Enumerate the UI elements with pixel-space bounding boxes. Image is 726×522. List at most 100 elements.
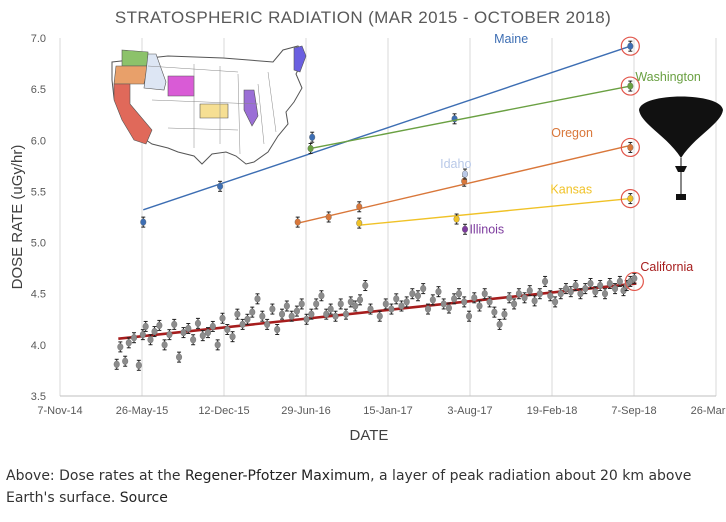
marker <box>180 328 187 337</box>
data-point-maine <box>217 180 224 192</box>
marker <box>547 292 554 300</box>
marker <box>283 302 290 310</box>
x-tick-label: 12-Dec-15 <box>198 405 249 417</box>
marker <box>376 312 383 320</box>
marker <box>352 302 359 310</box>
marker <box>303 315 310 323</box>
data-point-california <box>254 293 261 305</box>
data-point-california <box>501 308 508 320</box>
map-state-wyoming <box>167 75 195 97</box>
chart-area: STRATOSPHERIC RADIATION (MAR 2015 - OCTO… <box>9 8 726 444</box>
highlight-circle-kansas <box>620 188 640 209</box>
map-state-illinois <box>243 89 259 127</box>
data-point-idaho <box>462 168 469 180</box>
marker <box>471 294 478 302</box>
series-label-idaho: Idaho <box>440 157 471 171</box>
data-point-california <box>567 286 574 298</box>
x-tick-label: 7-Nov-14 <box>37 405 82 417</box>
marker <box>294 218 301 226</box>
x-tick-label: 15-Jan-17 <box>363 405 413 417</box>
data-point-california <box>264 318 271 330</box>
marker <box>327 305 334 313</box>
data-point-california <box>616 275 623 287</box>
data-point-california <box>293 305 300 317</box>
marker <box>445 304 452 312</box>
data-point-california <box>631 272 638 284</box>
data-point-california <box>481 288 488 300</box>
data-point-maine <box>451 113 458 125</box>
data-point-oregon <box>356 201 363 213</box>
data-point-california <box>244 313 251 325</box>
marker <box>161 341 168 349</box>
marker <box>199 332 206 340</box>
marker <box>337 300 344 308</box>
data-point-california <box>234 308 241 320</box>
data-point-california <box>171 318 178 330</box>
data-point-california <box>491 306 498 318</box>
series-label-oregon: Oregon <box>551 126 593 140</box>
series-oregon <box>294 141 634 228</box>
data-point-california <box>414 290 421 302</box>
marker <box>501 310 508 318</box>
data-point-california <box>455 288 462 300</box>
data-point-california <box>521 292 528 304</box>
marker <box>476 302 483 310</box>
marker <box>627 143 634 152</box>
y-tick-label: 4.5 <box>31 289 46 301</box>
caption-link[interactable]: Regener-Pfotzer Maximum <box>184 468 371 484</box>
series-label-california: California <box>640 260 693 274</box>
data-point-california <box>166 329 173 341</box>
data-point-california <box>122 355 129 367</box>
highlight-circle-washington <box>620 76 640 96</box>
data-point-california <box>135 359 142 371</box>
marker <box>298 300 305 308</box>
marker <box>356 219 363 227</box>
y-tick-label: 4.0 <box>31 340 46 352</box>
marker <box>612 285 619 293</box>
data-point-california <box>403 296 410 308</box>
marker <box>462 170 469 178</box>
marker <box>542 277 549 286</box>
data-point-california <box>332 310 339 322</box>
marker <box>362 281 369 290</box>
data-point-california <box>131 332 138 344</box>
marker <box>194 319 201 327</box>
data-point-kansas <box>356 217 363 229</box>
data-point-california <box>398 300 405 312</box>
marker <box>279 310 286 318</box>
marker <box>185 324 192 333</box>
marker <box>515 290 522 298</box>
marker <box>166 331 173 339</box>
marker <box>156 321 163 330</box>
data-point-california <box>582 283 589 295</box>
series-washington <box>307 80 634 154</box>
highlight-circle-california <box>624 271 644 292</box>
data-point-california <box>601 288 608 300</box>
data-point-california <box>190 334 197 346</box>
marker <box>491 308 498 316</box>
series-illinois <box>462 223 469 235</box>
marker <box>506 294 513 302</box>
data-point-oregon <box>294 216 301 228</box>
series-label-illinois: Illinois <box>469 222 504 236</box>
marker <box>318 292 325 300</box>
marker <box>414 292 421 300</box>
data-point-california <box>440 298 447 310</box>
marker <box>142 322 149 331</box>
marker <box>536 290 543 298</box>
data-point-california <box>435 286 442 298</box>
data-point-california <box>445 302 452 314</box>
caption-source-link[interactable]: Source <box>119 490 168 506</box>
y-axis-label: DOSE RATE (uGy/hr) <box>9 145 26 290</box>
data-point-california <box>557 288 564 300</box>
data-point-california <box>393 293 400 305</box>
marker <box>577 290 584 298</box>
data-point-california <box>606 277 613 289</box>
chart: STRATOSPHERIC RADIATION (MAR 2015 - OCTO… <box>9 8 726 444</box>
map-state-kansas <box>199 103 229 119</box>
marker <box>461 298 468 306</box>
data-point-california <box>367 303 374 315</box>
data-point-maine <box>140 216 147 228</box>
map-state-maine <box>293 45 307 73</box>
data-point-california <box>147 334 154 346</box>
